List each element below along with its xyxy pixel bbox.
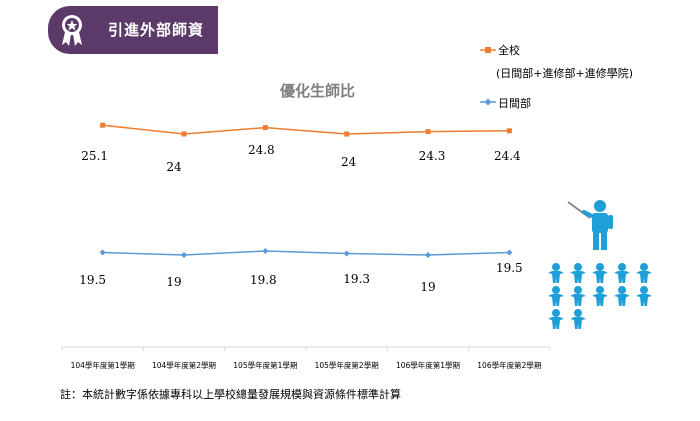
x-tick-label: 106學年度第2學期 (477, 360, 541, 370)
student-body (614, 294, 630, 306)
student-body (592, 271, 608, 283)
legend-marker-series-2 (484, 98, 492, 106)
data-point (100, 122, 106, 128)
x-tick-label: 105學年度第1學期 (233, 360, 297, 370)
data-point (181, 131, 187, 137)
data-point (506, 128, 512, 134)
x-tick-label: 105學年度第2學期 (315, 360, 379, 370)
student-head (618, 263, 626, 271)
pointer-stick (567, 201, 591, 219)
student-body (548, 294, 564, 306)
teacher-arm (582, 210, 594, 218)
data-point (425, 252, 431, 258)
x-tick-label: 104學年度第1學期 (71, 360, 135, 370)
student-head (596, 263, 604, 271)
legend-label-series-1: 全校 (498, 44, 520, 57)
data-point (425, 129, 431, 135)
student-head (552, 309, 560, 317)
x-tick-label: 104學年度第2學期 (152, 360, 216, 370)
data-label: 19 (166, 275, 181, 289)
x-tick-label: 106學年度第1學期 (396, 360, 460, 370)
legend-marker-series-1 (485, 47, 491, 53)
student-head (574, 263, 582, 271)
data-point (99, 249, 106, 256)
teacher-body (592, 213, 608, 233)
teacher-leg (601, 232, 607, 250)
data-point (262, 248, 269, 254)
student-body (548, 271, 564, 283)
award-ribbon-icon (50, 8, 94, 52)
data-label: 25.1 (81, 149, 108, 163)
data-label: 24.8 (248, 143, 275, 157)
data-label: 19 (420, 280, 435, 294)
student-body (614, 271, 630, 283)
data-point (181, 252, 187, 258)
student-head (618, 286, 626, 294)
data-label: 24.3 (419, 149, 446, 163)
data-label: 19.5 (79, 273, 106, 287)
student-head (552, 263, 560, 271)
footnote: 註：本統計數字係依據專科以上學校總量發展規模與資源條件標準計算 (60, 388, 401, 401)
teacher-with-students-icon (548, 200, 652, 329)
data-label: 19.3 (343, 272, 370, 286)
student-body (570, 317, 586, 329)
page-title: 引進外部師資 (108, 21, 205, 39)
student-head (640, 263, 648, 271)
header-banner: 引進外部師資 (48, 6, 218, 54)
legend-label-series-2: 日間部 (498, 97, 531, 110)
student-head (552, 286, 560, 294)
student-body (570, 271, 586, 283)
student-head (640, 286, 648, 294)
student-body (636, 271, 652, 283)
series-line-1 (102, 124, 510, 135)
student-head (574, 309, 582, 317)
data-label: 24 (166, 160, 182, 174)
data-label: 24 (341, 155, 357, 169)
chart-title: 優化生師比 (280, 82, 356, 100)
student-body (548, 317, 564, 329)
student-body (636, 294, 652, 306)
data-point (506, 249, 513, 256)
student-body (570, 294, 586, 306)
teacher-leg (593, 232, 599, 250)
student-body (592, 294, 608, 306)
teacher-head (594, 200, 606, 212)
data-label: 24.4 (494, 149, 521, 163)
data-point (262, 125, 268, 131)
teacher-arm (608, 215, 613, 229)
data-point (343, 250, 350, 257)
data-point (344, 131, 350, 137)
data-label: 19.5 (496, 261, 523, 275)
student-head (596, 286, 604, 294)
series-line-2 (102, 250, 510, 256)
data-label: 19.8 (250, 273, 277, 287)
legend-sublabel-series-1: (日間部+進修部+進修學院) (496, 67, 634, 80)
student-head (574, 286, 582, 294)
